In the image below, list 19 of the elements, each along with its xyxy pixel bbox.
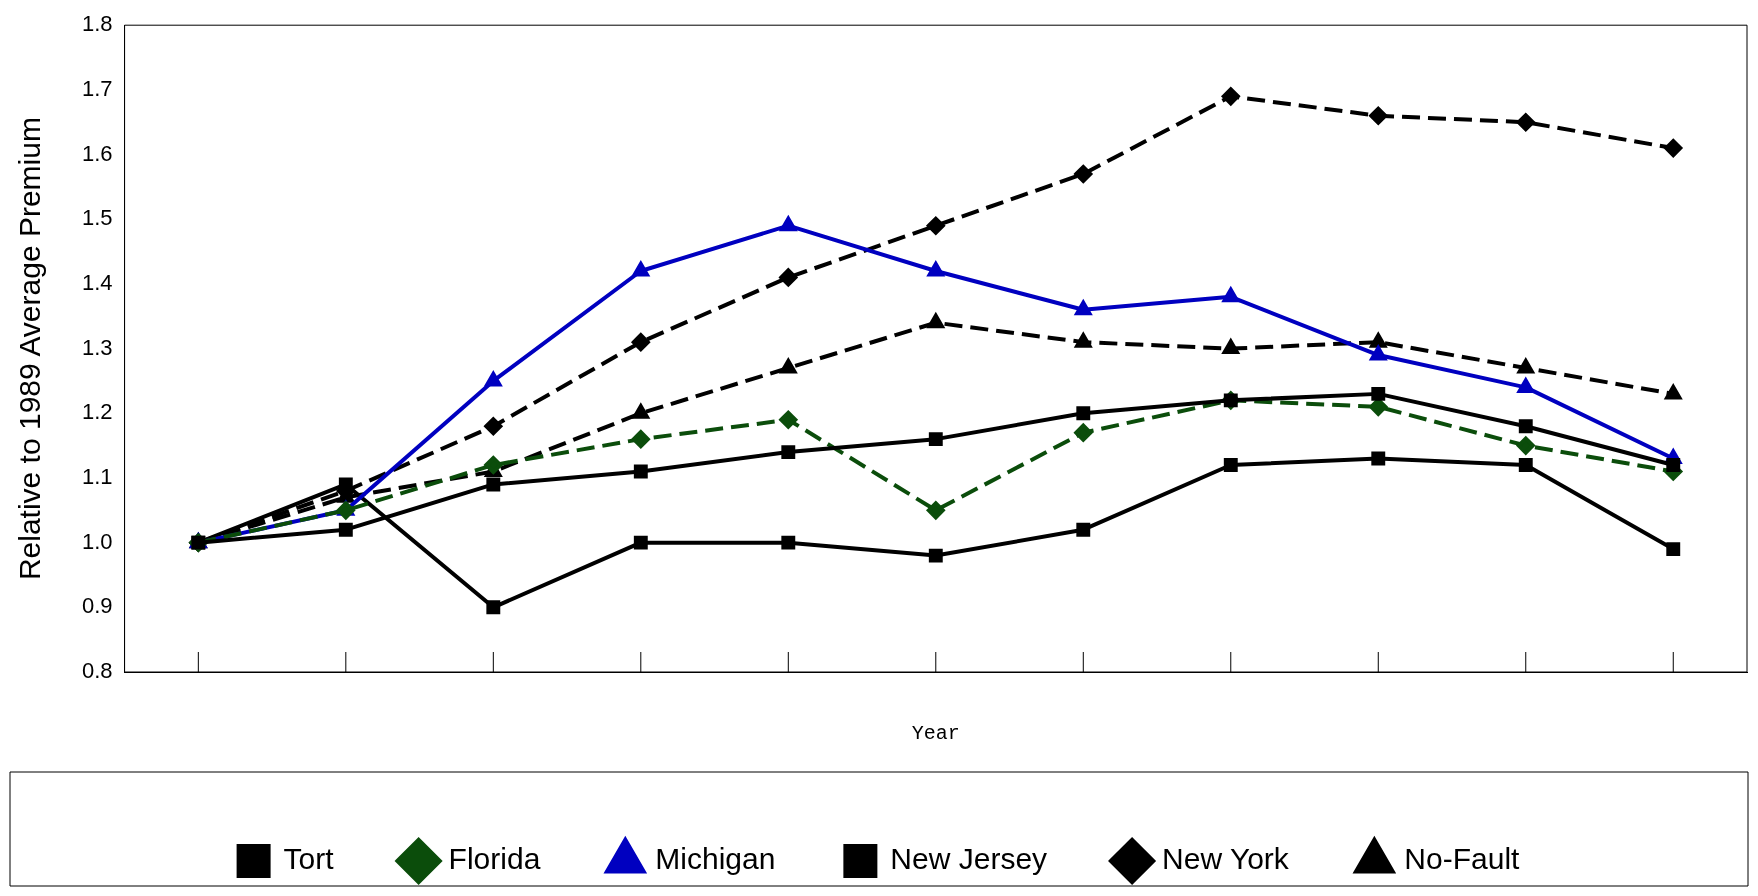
legend-label: New York	[1162, 842, 1290, 876]
y-tick-label: 1.7	[81, 75, 113, 101]
legend-label: Florida	[448, 842, 541, 876]
y-tick-label: 1.2	[81, 399, 113, 425]
y-tick-label: 1.0	[81, 528, 113, 554]
legend-label: Michigan	[655, 842, 776, 876]
legend-label: No-Fault	[1404, 842, 1521, 876]
x-axis-title: Year	[911, 722, 960, 746]
y-tick-label: 1.3	[81, 334, 113, 360]
y-tick-label: 1.4	[81, 269, 113, 295]
y-tick-label: 0.9	[81, 593, 113, 619]
y-tick-label: 1.8	[81, 11, 113, 37]
y-tick-label: 1.6	[81, 140, 113, 166]
y-axis-title: Relative to 1989 Average Premium	[13, 117, 47, 581]
legend-label: New Jersey	[890, 842, 1048, 876]
y-tick-label: 1.5	[81, 205, 113, 231]
y-tick-label: 1.1	[81, 464, 113, 490]
legend-label: Tort	[283, 842, 335, 876]
y-tick-label: 0.8	[81, 658, 113, 684]
